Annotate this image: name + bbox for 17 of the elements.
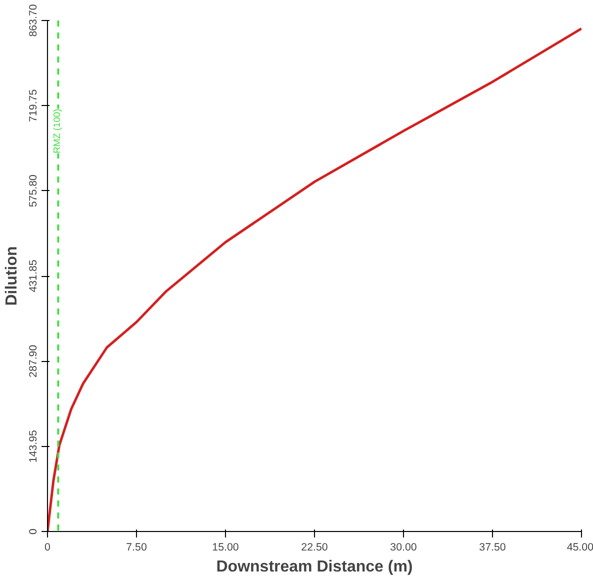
- ref-line-label: RMZ (100): [52, 108, 62, 154]
- y-tick-label: 575.80: [28, 174, 40, 208]
- x-tick-label: 22.50: [301, 542, 328, 554]
- y-tick-label: 0: [28, 528, 40, 534]
- y-tick-label: 143.95: [28, 430, 40, 463]
- y-tick-label: 431.85: [28, 260, 40, 292]
- y-tick-label: 863.70: [28, 4, 40, 37]
- y-tick-label: 287.90: [28, 344, 40, 378]
- y-tick-label: 719.75: [28, 89, 40, 122]
- x-tick-label: 45.00: [566, 542, 593, 554]
- x-tick-label: 7.50: [126, 542, 147, 554]
- x-tick-label: 37.50: [479, 542, 506, 554]
- x-axis-title: Downstream Distance (m): [216, 558, 413, 576]
- y-axis-title: Dilution: [4, 246, 20, 306]
- x-tick-label: 15.00: [212, 542, 239, 554]
- x-tick-label: 30.00: [390, 542, 417, 554]
- x-tick-label: 0: [44, 542, 51, 554]
